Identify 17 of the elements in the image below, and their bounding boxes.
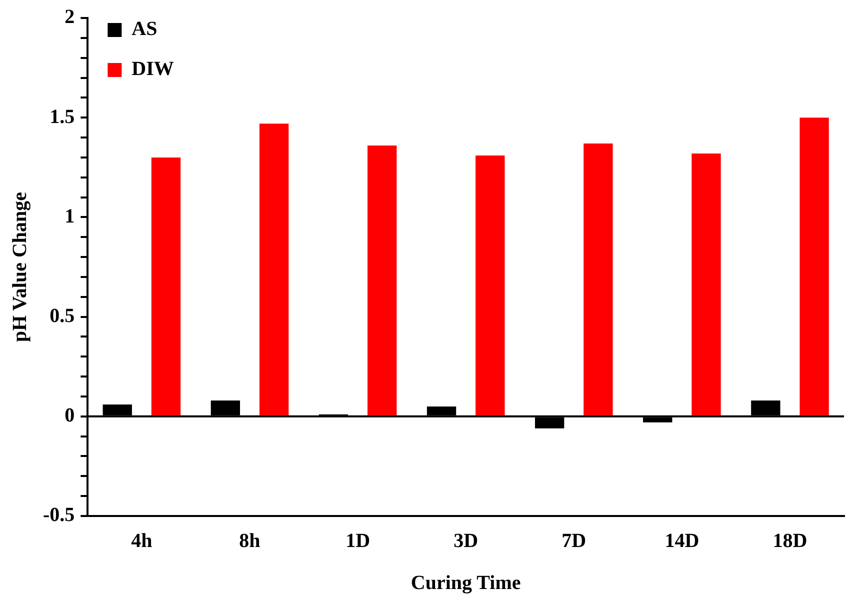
x-tick-label: 3D (454, 530, 478, 552)
legend-label: AS (132, 18, 158, 40)
x-tick-label: 1D (346, 530, 370, 552)
y-tick-label: 0 (64, 404, 75, 427)
legend-label: DIW (132, 58, 174, 80)
x-axis-title: Curing Time (410, 572, 521, 594)
y-tick-label: 0.5 (50, 304, 75, 327)
x-tick-label: 8h (239, 530, 260, 552)
y-tick-label: 1 (64, 205, 75, 228)
x-tick-label: 18D (772, 530, 808, 552)
y-tick-label: 1.5 (50, 106, 75, 128)
x-tick-label: 14D (664, 530, 700, 552)
y-axis-title: pH Value Change (9, 192, 32, 342)
x-tick-label: 7D (562, 530, 586, 552)
x-tick-label: 4h (131, 530, 152, 552)
y-tick-label: 2 (64, 6, 75, 28)
y-tick-label: -0.5 (42, 504, 75, 526)
